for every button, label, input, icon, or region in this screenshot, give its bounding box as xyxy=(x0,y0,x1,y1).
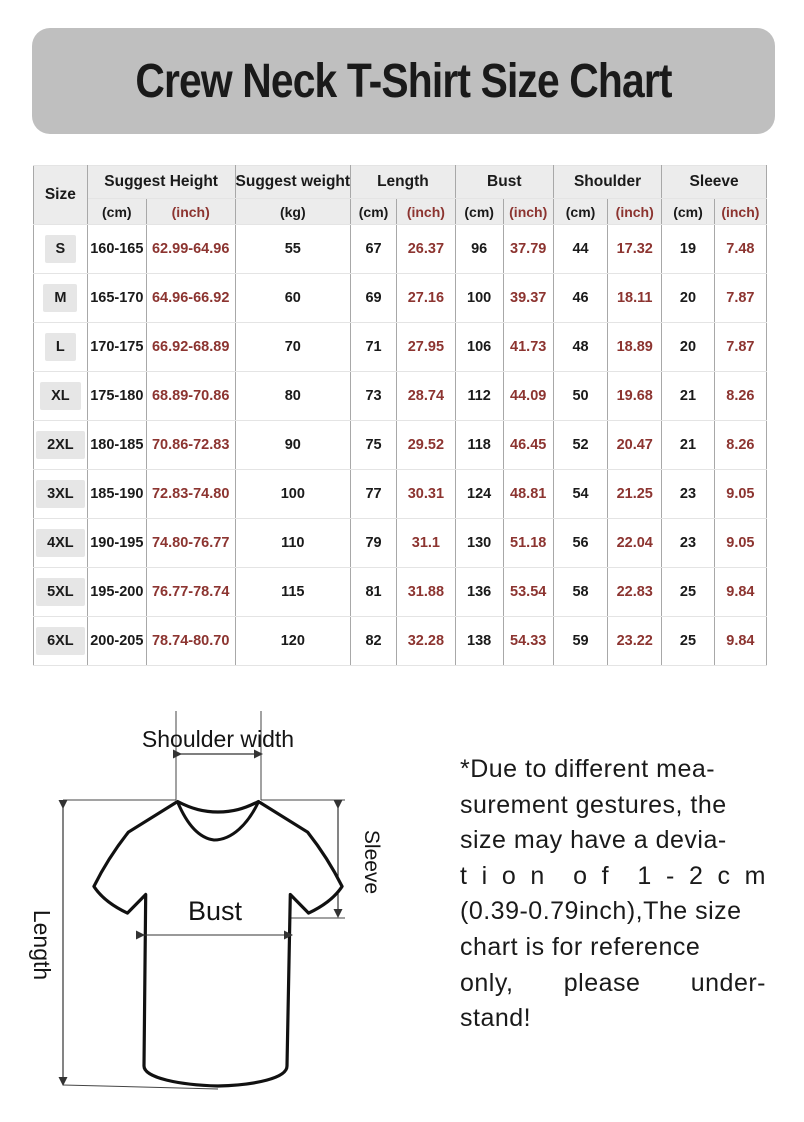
svg-text:Shoulder width: Shoulder width xyxy=(142,726,294,752)
svg-text:Sleeve: Sleeve xyxy=(360,830,383,894)
svg-text:Length: Length xyxy=(29,910,55,980)
svg-text:Bust: Bust xyxy=(188,896,243,926)
